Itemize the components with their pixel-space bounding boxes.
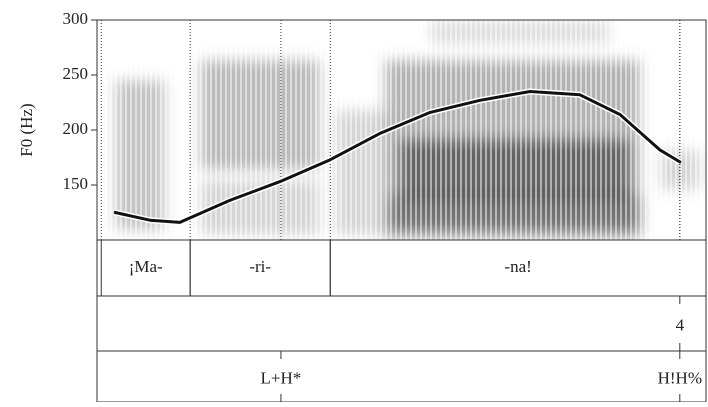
point-label: H!H% bbox=[658, 368, 702, 387]
y-axis-label: F0 (Hz) bbox=[17, 103, 36, 156]
spectrogram bbox=[97, 20, 706, 240]
y-tick-label: 300 bbox=[63, 9, 89, 28]
interval-label: ¡Ma- bbox=[129, 257, 163, 276]
point-label: L+H* bbox=[261, 368, 302, 387]
interval-label: -ri- bbox=[249, 257, 271, 276]
y-tick-label: 200 bbox=[63, 119, 89, 138]
interval-label: -na! bbox=[504, 257, 531, 276]
y-tick-label: 150 bbox=[63, 174, 89, 193]
f0-contour bbox=[113, 90, 682, 224]
point-label: 4 bbox=[676, 315, 685, 334]
y-tick-label: 250 bbox=[63, 64, 89, 83]
